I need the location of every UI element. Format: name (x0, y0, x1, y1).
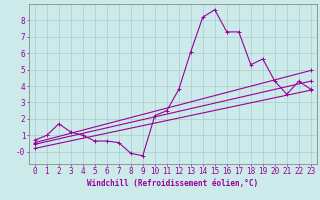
X-axis label: Windchill (Refroidissement éolien,°C): Windchill (Refroidissement éolien,°C) (87, 179, 258, 188)
